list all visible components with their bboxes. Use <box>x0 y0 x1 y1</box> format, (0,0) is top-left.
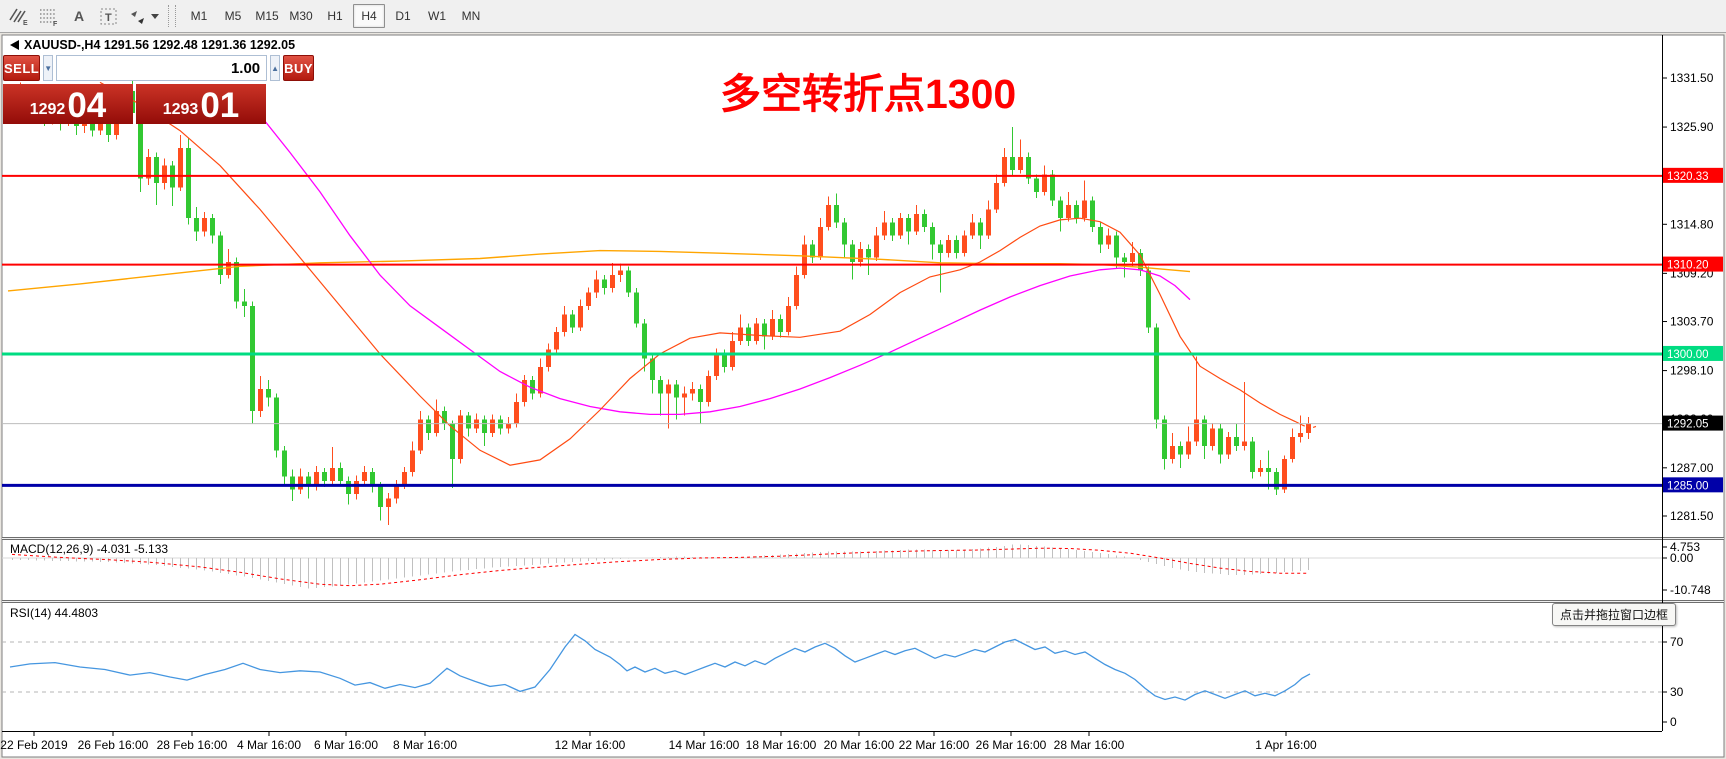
text-box-icon[interactable]: T <box>94 3 124 29</box>
timeframe-button-m5[interactable]: M5 <box>224 9 242 23</box>
timeframe-button-m15[interactable]: M15 <box>255 9 279 23</box>
volume-input[interactable] <box>56 55 268 81</box>
timeframe-button-w1[interactable]: W1 <box>428 9 446 23</box>
price-axis-tick: 1325.90 <box>1670 120 1714 134</box>
chart-annotation-text: 多空转折点1300 <box>720 71 1017 117</box>
bid-price-big: 04 <box>67 86 107 125</box>
price-label-box <box>1663 256 1723 272</box>
timeframe-button-mn[interactable]: MN <box>461 9 481 23</box>
pane-resize-handle[interactable] <box>2 537 1724 540</box>
rsi-axis-tick: 0 <box>1670 715 1677 729</box>
bid-price-small: 1292 <box>29 101 66 118</box>
macd-histogram <box>12 544 1309 589</box>
chart-shift-icon <box>10 40 19 50</box>
resize-tooltip: 点击并拖拉窗口边框 <box>1552 603 1677 626</box>
svg-text:F: F <box>53 21 58 27</box>
rsi-axis-tick: 70 <box>1670 635 1684 649</box>
arrows-tool-icon[interactable] <box>124 3 164 29</box>
sell-button[interactable]: SELL <box>3 55 41 81</box>
macd-axis-tick: -10.748 <box>1670 583 1711 597</box>
timeframe-group: M1 M5 M15 M30 H1 H4 D1 W1 MN <box>182 4 488 28</box>
svg-text:A: A <box>74 8 84 24</box>
ma-fast <box>99 81 1303 466</box>
price-label-text: 1310.20 <box>1667 260 1709 272</box>
rsi-line <box>9 633 1311 701</box>
toolbar: E F A T M1 M5 M15 M30 H1 H4 D1 W1 MN <box>0 0 1726 33</box>
price-label-text: 1292.05 <box>1667 419 1709 431</box>
date-axis-label: 22 Feb 2019 <box>0 738 68 752</box>
price-label-text: 1320.33 <box>1667 171 1709 183</box>
price-axis-tick: 1314.80 <box>1670 217 1714 231</box>
price-axis-tick: 1331.50 <box>1670 71 1714 85</box>
price-axis-tick: 1303.70 <box>1670 315 1714 329</box>
macd-axis-tick: 4.753 <box>1670 540 1700 554</box>
macd-signal-line <box>11 547 1309 587</box>
chart-window <box>1 34 1725 758</box>
toolbar-separator <box>168 5 176 27</box>
volume-increase-button[interactable]: ▲ <box>270 55 281 81</box>
macd-axis-tick: 0.00 <box>1670 551 1694 565</box>
date-axis-label: 22 Mar 16:00 <box>899 738 970 752</box>
date-axis-label: 14 Mar 16:00 <box>669 738 740 752</box>
date-axis-label: 1 Apr 16:00 <box>1255 738 1317 752</box>
date-axis-label: 12 Mar 16:00 <box>555 738 626 752</box>
timeframe-button-h4[interactable]: H4 <box>353 4 385 28</box>
bid-price-display[interactable]: 1292 04 <box>3 84 133 124</box>
symbol-ohlc-text: XAUUSD-,H4 1291.56 1292.48 1291.36 1292.… <box>24 38 296 52</box>
date-axis-label: 4 Mar 16:00 <box>237 738 301 752</box>
ask-price-big: 01 <box>200 86 240 125</box>
timeframe-button-d1[interactable]: D1 <box>395 9 411 23</box>
date-axis-label: 28 Mar 16:00 <box>1054 738 1125 752</box>
date-axis-label: 26 Mar 16:00 <box>976 738 1047 752</box>
price-label-box <box>1663 167 1723 183</box>
price-label-box <box>1663 477 1723 493</box>
text-label-icon[interactable]: A <box>64 3 94 29</box>
svg-text:E: E <box>23 20 28 27</box>
rsi-axis-tick: 30 <box>1670 685 1684 699</box>
dropdown-caret-icon <box>151 14 159 19</box>
ma-fast-tail <box>1301 424 1319 430</box>
date-axis-label: 20 Mar 16:00 <box>824 738 895 752</box>
buy-button[interactable]: BUY <box>283 55 315 81</box>
ask-price-small: 1293 <box>162 101 199 118</box>
price-label-box <box>1663 345 1723 361</box>
date-axis-label: 28 Feb 16:00 <box>157 738 228 752</box>
volume-decrease-button[interactable]: ▼ <box>43 55 54 81</box>
timeframe-button-m30[interactable]: M30 <box>289 9 313 23</box>
date-axis-label: 6 Mar 16:00 <box>314 738 378 752</box>
ma-magenta <box>261 116 1191 416</box>
price-label-box <box>1663 415 1723 431</box>
one-click-trade-panel: SELL ▼ ▲ BUY 1292 04 1293 01 <box>3 55 315 124</box>
pane-resize-handle[interactable] <box>2 600 1724 603</box>
date-axis-label: 26 Feb 16:00 <box>78 738 149 752</box>
timeframe-button-h1[interactable]: H1 <box>327 9 343 23</box>
grid-f-icon[interactable]: F <box>34 3 64 29</box>
ask-price-display[interactable]: 1293 01 <box>136 84 266 124</box>
pattern-e-icon[interactable]: E <box>4 3 34 29</box>
date-axis-label: 8 Mar 16:00 <box>393 738 457 752</box>
price-axis-tick: 1287.00 <box>1670 461 1714 475</box>
symbol-header: XAUUSD-,H4 1291.56 1292.48 1291.36 1292.… <box>10 38 295 52</box>
price-label-text: 1285.00 <box>1667 480 1709 492</box>
date-axis-label: 18 Mar 16:00 <box>746 738 817 752</box>
rsi-label: RSI(14) 44.4803 <box>10 606 99 620</box>
macd-label: MACD(12,26,9) -4.031 -5.133 <box>10 542 169 556</box>
price-axis-tick: 1298.10 <box>1670 364 1714 378</box>
price-label-text: 1300.00 <box>1667 349 1709 361</box>
price-axis-tick: 1281.50 <box>1670 509 1714 523</box>
timeframe-button-m1[interactable]: M1 <box>190 9 208 23</box>
svg-text:T: T <box>105 12 112 24</box>
